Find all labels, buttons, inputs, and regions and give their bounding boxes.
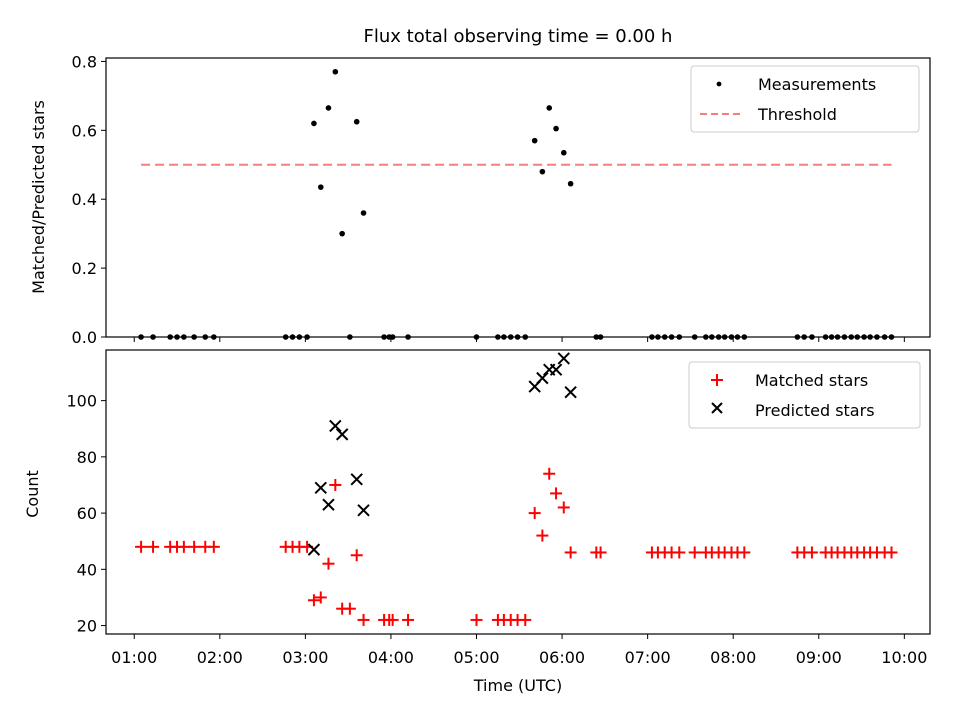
lower-legend: Matched stars Predicted stars — [688, 361, 921, 429]
y-tick-label: 80 — [77, 448, 97, 467]
predicted-star-point — [549, 363, 563, 376]
x-tick-label: 06:00 — [539, 648, 585, 667]
matched-star-point — [350, 549, 363, 562]
x-tick-label: 07:00 — [625, 648, 671, 667]
matched-star-point — [519, 613, 532, 626]
predicted-star-point — [357, 504, 370, 517]
legend-threshold-label: Threshold — [757, 105, 837, 124]
measurement-point — [353, 118, 360, 125]
legend-predicted-marker — [711, 402, 723, 414]
matched-star-point — [307, 594, 320, 607]
predicted-star-point — [322, 498, 335, 511]
x-tick-label: 01:00 — [111, 648, 157, 667]
matched-star-point — [564, 546, 577, 559]
matched-star-point — [805, 546, 818, 559]
matched-star-point — [738, 546, 751, 559]
matched-star-point — [343, 602, 356, 615]
predicted-star-point — [329, 419, 342, 433]
y-tick-label: 0.4 — [72, 190, 97, 209]
matched-star-point — [386, 613, 399, 626]
matched-star-point — [322, 557, 335, 570]
matched-star-point — [329, 478, 342, 491]
legend-predicted-label: Predicted stars — [755, 401, 875, 420]
measurement-point — [546, 105, 553, 111]
matched-star-point — [594, 546, 607, 559]
matched-star-point — [688, 546, 701, 559]
predicted-star-point — [335, 428, 349, 441]
legend-measurements-marker — [716, 81, 722, 87]
matched-star-point — [357, 613, 370, 626]
matched-star-point — [543, 467, 556, 480]
matched-star-point — [147, 540, 160, 553]
plot-frame — [105, 57, 931, 338]
measurement-point — [539, 168, 546, 175]
legend-measurements-label: Measurements — [758, 75, 876, 94]
measurement-point — [360, 210, 367, 216]
legend-matched-label: Matched stars — [755, 371, 868, 390]
predicted-star-point — [350, 473, 363, 486]
x-tick-label: 09:00 — [796, 648, 842, 667]
measurement-point — [531, 137, 538, 144]
x-tick-label: 05:00 — [453, 648, 499, 667]
matched-star-point — [528, 507, 541, 520]
matched-star-point — [557, 501, 570, 514]
matched-star-point — [470, 613, 483, 626]
measurement-point — [311, 120, 317, 127]
predicted-star-point — [557, 352, 570, 365]
upper-ylabel: Matched/Predicted stars — [29, 100, 48, 294]
measurement-point — [325, 105, 332, 111]
x-tick-label: 10:00 — [881, 648, 927, 667]
x-tick-label: 03:00 — [282, 648, 328, 667]
predicted-star-point — [307, 543, 321, 556]
measurement-point — [317, 184, 324, 190]
y-tick-label: 40 — [77, 560, 97, 579]
legend-matched-marker — [711, 374, 723, 386]
y-tick-label: 60 — [77, 504, 97, 523]
matched-star-point — [673, 546, 686, 559]
y-tick-label: 0.6 — [72, 121, 97, 140]
matched-star-point — [536, 529, 549, 542]
predicted-star-point — [536, 371, 549, 385]
measurement-point — [560, 149, 567, 156]
x-tick-label: 08:00 — [710, 648, 756, 667]
matched-star-point — [550, 487, 563, 500]
y-tick-label: 0.2 — [72, 259, 97, 278]
measurement-point — [567, 180, 574, 187]
lower-panel: 20 40 60 80 100 01:00 02:00 03:00 04:00 05:00 06:0… — [66, 349, 931, 667]
x-axis-label: Time (UTC) — [473, 676, 562, 695]
x-tick-label: 02:00 — [197, 648, 243, 667]
matched-star-point — [207, 540, 220, 553]
predicted-star-point — [314, 481, 327, 494]
matched-star-point — [402, 613, 415, 626]
y-tick-label: 100 — [66, 392, 97, 411]
y-tick-label: 0.8 — [72, 52, 97, 71]
measurement-point — [339, 230, 345, 237]
lower-ylabel: Count — [23, 470, 42, 518]
matched-star-point — [314, 591, 327, 604]
predicted-star-point — [564, 385, 577, 399]
chart-title: Flux total observing time = 0.00 h — [364, 26, 673, 47]
measurement-point — [332, 68, 339, 75]
plot-frame — [105, 349, 931, 635]
matched-star-point — [177, 540, 190, 553]
matched-star-point — [188, 540, 201, 553]
matched-star-point — [135, 540, 148, 553]
upper-legend: Measurements Threshold — [690, 65, 920, 133]
matched-star-point — [885, 546, 898, 559]
upper-panel: 0.0 0.2 0.4 0.6 0.8 — [72, 52, 931, 347]
y-tick-label: 20 — [77, 617, 97, 636]
y-tick-label: 0.0 — [72, 328, 97, 347]
measurement-point — [553, 125, 559, 132]
x-tick-label: 04:00 — [368, 648, 414, 667]
